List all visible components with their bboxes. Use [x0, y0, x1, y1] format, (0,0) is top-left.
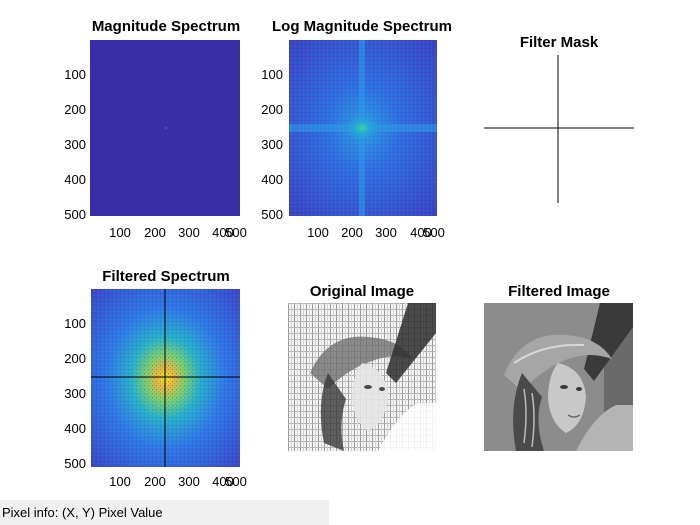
filter-mask-title: Filter Mask	[519, 34, 599, 51]
y-tick: 400	[64, 172, 86, 187]
x-tick: 300	[178, 474, 200, 489]
log-magnitude-spectrum-plot[interactable]	[289, 40, 437, 216]
x-tick: 200	[144, 225, 166, 240]
y-tick: 100	[64, 316, 86, 331]
y-tick: 300	[261, 137, 283, 152]
y-tick: 500	[64, 456, 86, 471]
y-tick: 500	[64, 207, 86, 222]
x-tick: 500	[225, 474, 247, 489]
y-tick: 200	[64, 351, 86, 366]
x-tick: 500	[225, 225, 247, 240]
original-image[interactable]	[288, 303, 436, 451]
y-tick: 300	[64, 386, 86, 401]
y-tick: 100	[64, 67, 86, 82]
x-tick: 500	[423, 225, 445, 240]
filtered-image[interactable]	[484, 303, 633, 451]
x-tick: 300	[178, 225, 200, 240]
y-tick: 400	[261, 172, 283, 187]
x-tick: 100	[109, 225, 131, 240]
x-tick: 200	[144, 474, 166, 489]
y-tick: 200	[64, 102, 86, 117]
y-tick: 200	[261, 102, 283, 117]
x-tick: 400	[410, 225, 432, 240]
x-tick: 400	[212, 474, 234, 489]
filtered-image-title: Filtered Image	[508, 283, 610, 300]
log-magnitude-spectrum-title: Log Magnitude Spectrum	[272, 18, 452, 35]
y-tick: 100	[261, 67, 283, 82]
filtered-spectrum-plot[interactable]	[91, 289, 240, 467]
magnitude-spectrum-title: Magnitude Spectrum	[91, 18, 241, 35]
y-tick: 500	[261, 207, 283, 222]
pixel-info-status-bar: Pixel info: (X, Y) Pixel Value	[0, 500, 329, 525]
y-tick: 400	[64, 421, 86, 436]
x-tick: 100	[109, 474, 131, 489]
x-tick: 200	[341, 225, 363, 240]
y-tick: 300	[64, 137, 86, 152]
original-image-title: Original Image	[309, 283, 415, 300]
x-tick: 300	[375, 225, 397, 240]
filtered-spectrum-title: Filtered Spectrum	[102, 268, 230, 285]
x-tick: 400	[212, 225, 234, 240]
x-tick: 100	[307, 225, 329, 240]
magnitude-spectrum-plot[interactable]	[90, 40, 240, 216]
filter-mask-plot[interactable]	[484, 55, 634, 203]
